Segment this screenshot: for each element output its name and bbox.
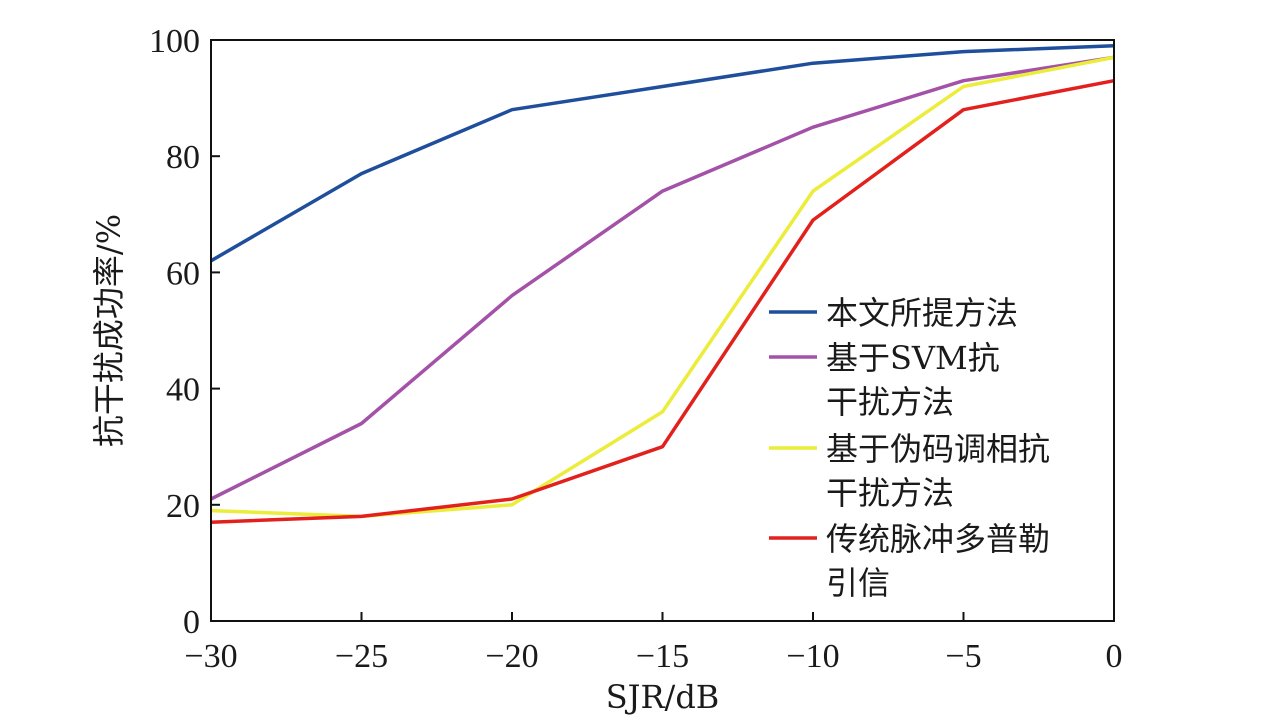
y-tick-label: 0 xyxy=(183,604,200,641)
x-tick-label: 0 xyxy=(1106,638,1123,675)
y-tick-label: 40 xyxy=(166,372,200,409)
x-axis-title: SJR/dB xyxy=(606,678,720,716)
x-tick-label: −10 xyxy=(786,638,839,675)
legend-label-2: 干扰方法 xyxy=(826,383,954,421)
series-line-1 xyxy=(210,44,1115,263)
legend-label-4: 引信 xyxy=(826,564,890,602)
legend-label-1: 本文所提方法 xyxy=(826,294,1018,332)
y-tick-label: 60 xyxy=(166,255,200,292)
x-axis: −30 −25 −20 −15 −10 −5 0 xyxy=(184,612,1123,675)
x-tick-label: −25 xyxy=(335,638,388,675)
legend-label-4: 传统脉冲多普勒 xyxy=(826,520,1050,558)
legend-label-2: 基于SVM抗 xyxy=(826,339,1000,377)
legend-label-3: 干扰方法 xyxy=(826,474,954,512)
series-line-2 xyxy=(210,55,1115,501)
y-tick-label: 20 xyxy=(166,488,200,525)
x-tick-label: −20 xyxy=(485,638,538,675)
x-tick-label: −5 xyxy=(945,638,981,675)
x-tick-label: −30 xyxy=(184,638,237,675)
legend-label-3: 基于伪码调相抗 xyxy=(826,430,1050,468)
x-tick-label: −15 xyxy=(636,638,689,675)
y-tick-label: 80 xyxy=(166,139,200,176)
y-tick-label: 100 xyxy=(149,23,200,60)
y-axis-title: 抗干扰成功率/% xyxy=(90,214,128,447)
y-axis: 0 20 40 60 80 100 xyxy=(149,23,220,641)
series-line-4 xyxy=(210,78,1115,524)
series-layer xyxy=(210,44,1115,524)
